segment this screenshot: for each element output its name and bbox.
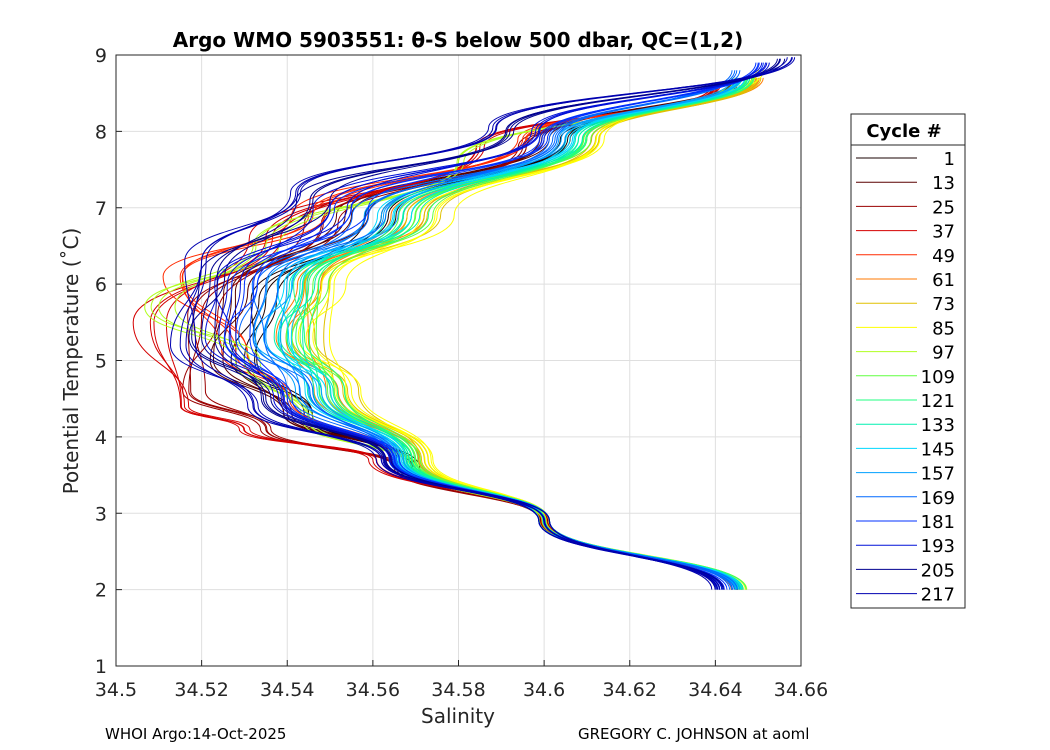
legend-label: 145 — [921, 439, 955, 460]
axis-ticks: 34.5 34.52 34.54 34.56 34.58 34.6 34.62 34.64 34… — [95, 45, 828, 701]
y-tick-label: 3 — [95, 503, 107, 525]
legend-label: 61 — [932, 270, 955, 291]
footer-source: WHOI Argo:14-Oct-2025 — [105, 725, 287, 743]
legend-label: 133 — [921, 415, 955, 436]
profile-line — [276, 77, 743, 590]
x-tick-label: 34.56 — [346, 679, 400, 701]
profile-line — [293, 77, 747, 590]
legend-title: Cycle # — [866, 121, 941, 142]
y-tick-label: 8 — [95, 121, 107, 143]
legend-label: 157 — [921, 464, 955, 485]
legend-label: 169 — [921, 488, 955, 509]
y-axis-label: Potential Temperature (˚C) — [59, 228, 83, 495]
legend-label: 37 — [932, 222, 955, 243]
profile-line — [328, 70, 760, 590]
y-tick-label: 7 — [95, 198, 107, 220]
legend-label: 25 — [932, 197, 955, 218]
profile-line — [185, 57, 796, 590]
legend-label: 13 — [932, 173, 955, 194]
chart-title: Argo WMO 5903551: θ-S below 500 dbar, QC… — [173, 28, 743, 52]
series-lines — [132, 57, 796, 590]
x-tick-label: 34.6 — [523, 679, 565, 701]
x-tick-label: 34.54 — [260, 679, 314, 701]
y-tick-label: 2 — [95, 580, 107, 602]
x-tick-label: 34.58 — [431, 679, 485, 701]
legend-label: 109 — [921, 367, 955, 388]
x-tick-label: 34.5 — [95, 679, 137, 701]
legend-label: 193 — [921, 536, 955, 557]
legend-label: 85 — [932, 318, 955, 339]
y-tick-label: 5 — [95, 351, 107, 373]
y-tick-label: 9 — [95, 45, 107, 67]
x-tick-label: 34.66 — [774, 679, 828, 701]
y-tick-label: 6 — [95, 274, 107, 296]
legend-label: 205 — [921, 560, 955, 581]
profile-line — [170, 57, 793, 590]
legend: Cycle # 1 13 25 37 49 61 73 85 97 109 121 133 145 157… — [850, 113, 966, 609]
legend-label: 121 — [921, 391, 955, 412]
legend-label: 73 — [932, 294, 955, 315]
x-axis-label: Salinity — [421, 704, 495, 728]
profile-line — [184, 57, 788, 590]
x-tick-label: 34.64 — [688, 679, 742, 701]
legend-label: 217 — [921, 585, 955, 606]
legend-items: 1 13 25 37 49 61 73 85 97 109 121 133 145 157 169 181 19… — [856, 149, 955, 606]
x-tick-label: 34.62 — [603, 679, 657, 701]
legend-box — [850, 113, 966, 609]
y-tick-label: 4 — [95, 427, 107, 449]
y-tick-label: 1 — [95, 656, 107, 678]
series-217 — [170, 57, 796, 590]
legend-label: 181 — [921, 512, 955, 533]
legend-label: 49 — [932, 246, 955, 267]
legend-label: 1 — [944, 149, 955, 170]
legend-label: 97 — [932, 343, 955, 364]
x-tick-label: 34.52 — [174, 679, 228, 701]
footer-author: GREGORY C. JOHNSON at aoml — [578, 725, 810, 743]
